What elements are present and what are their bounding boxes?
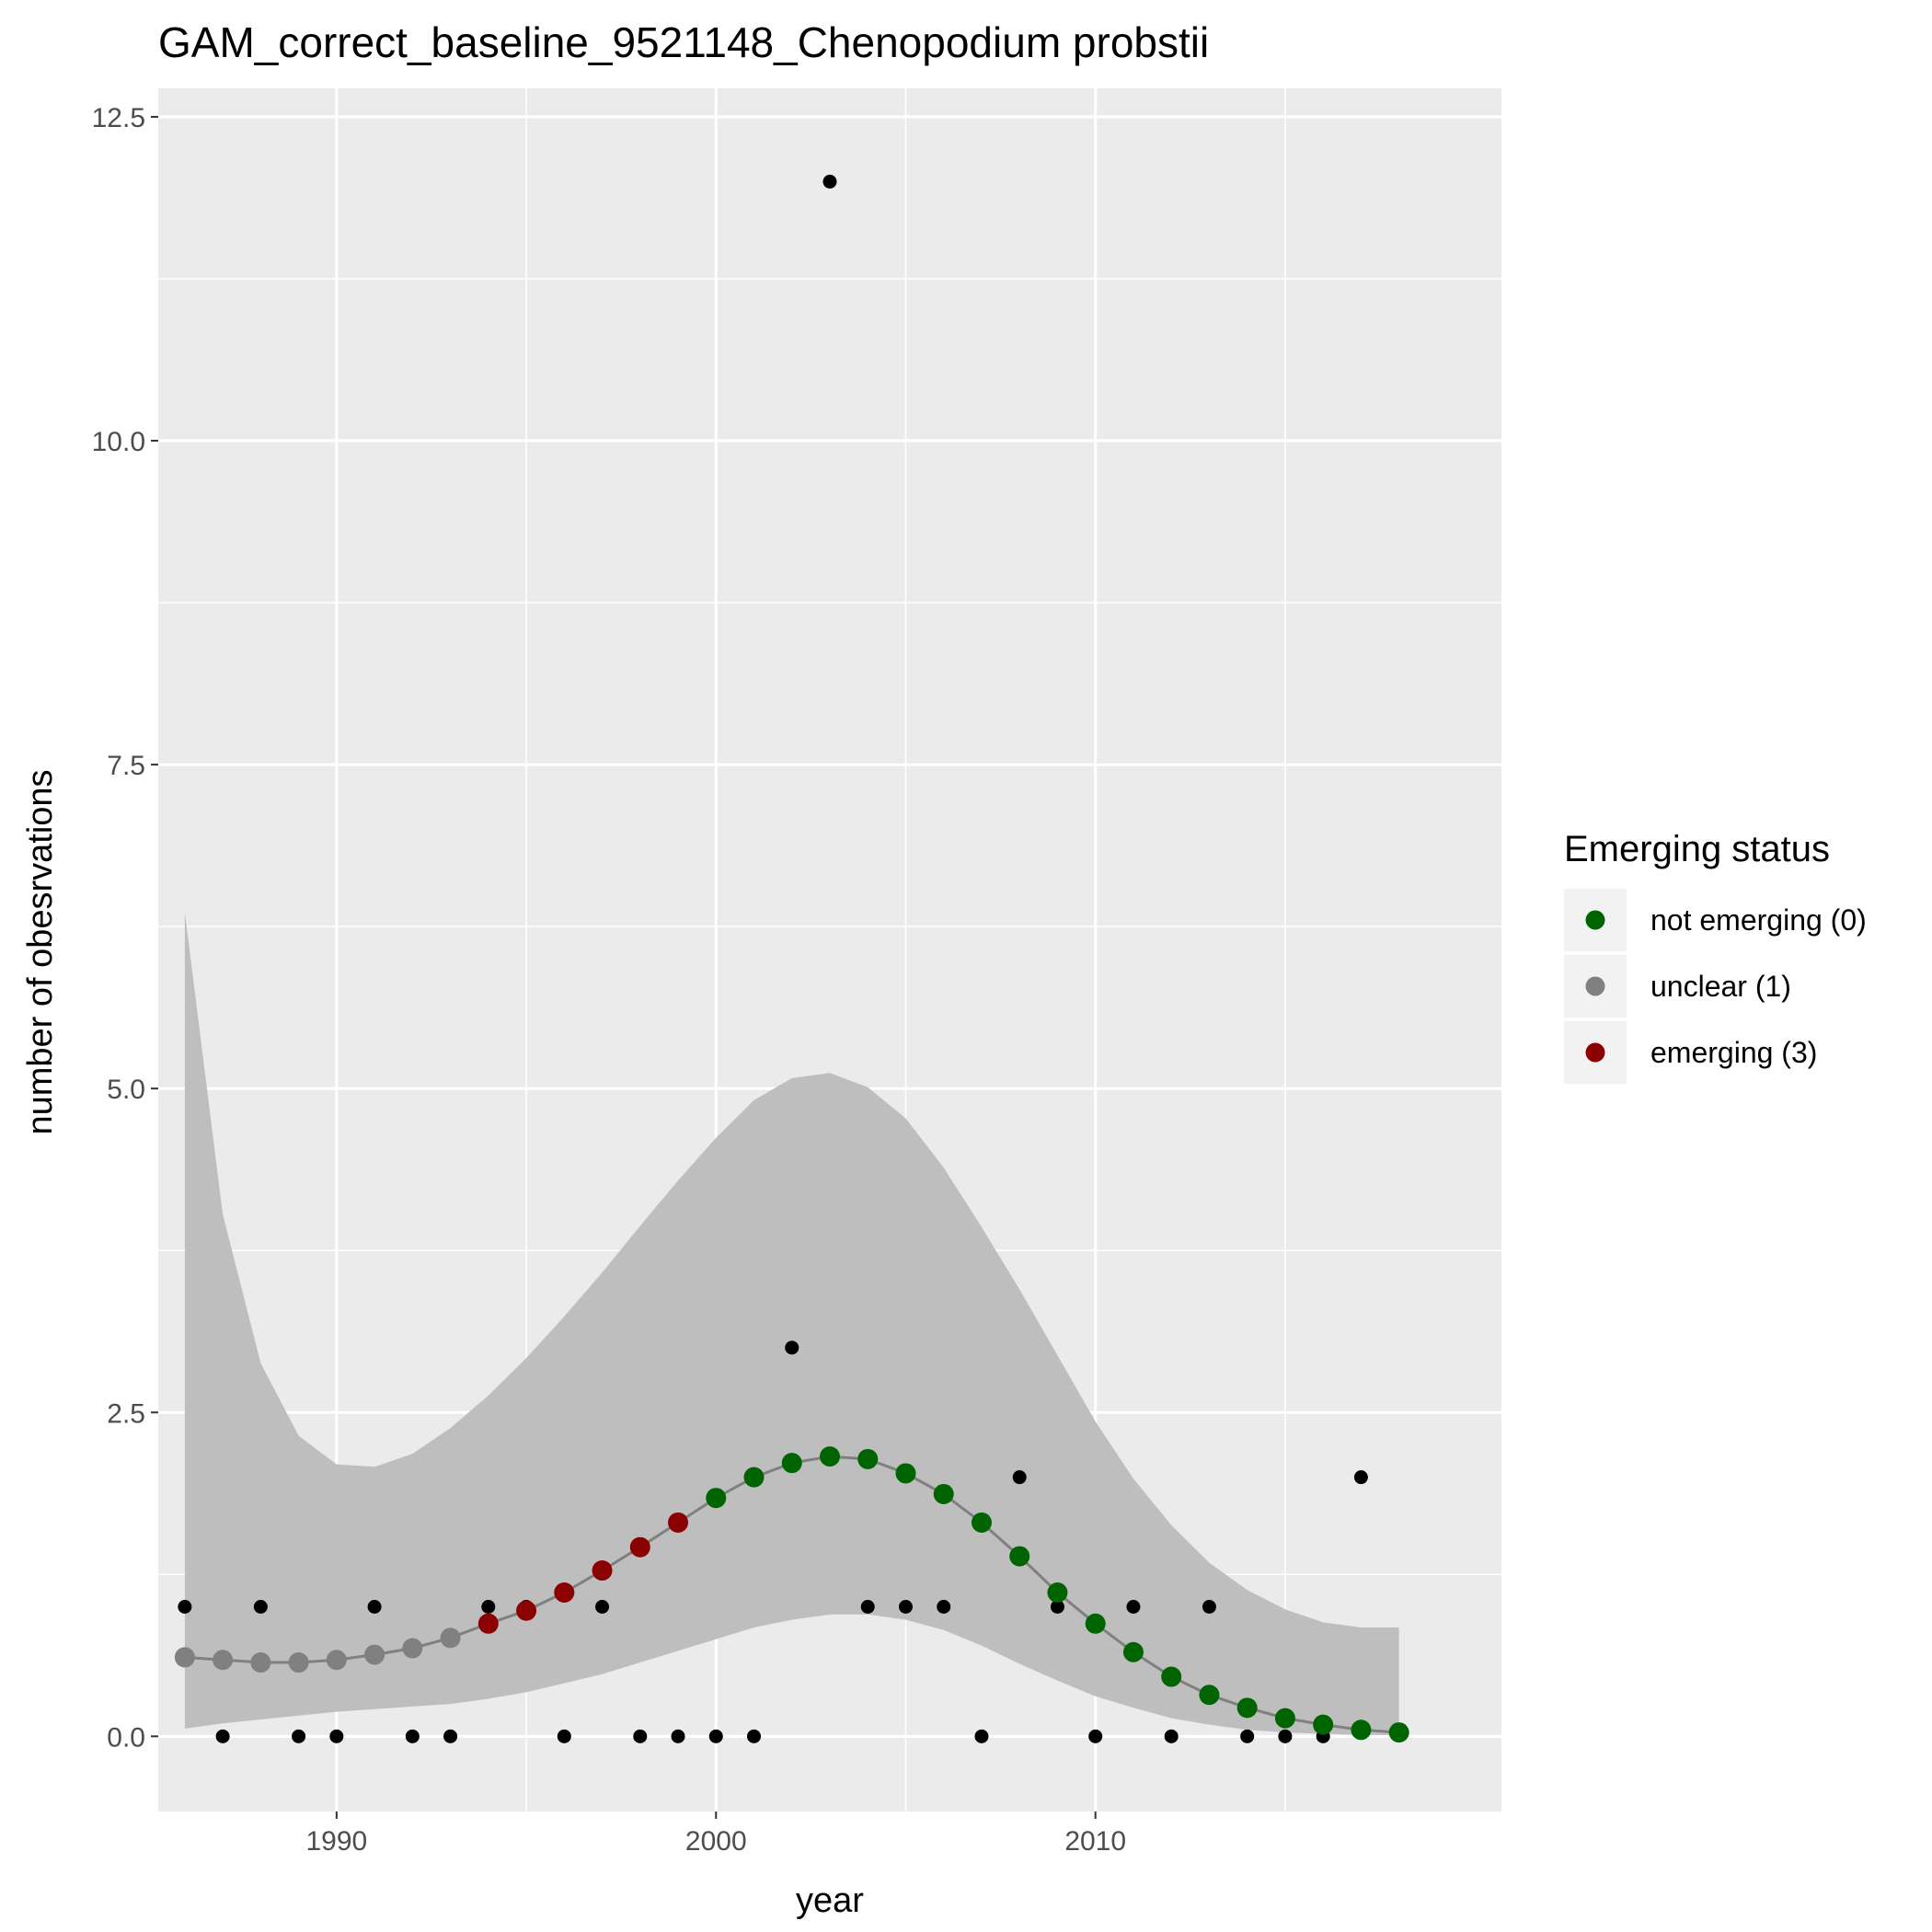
fit-point-not-emerging: [1199, 1685, 1220, 1706]
y-tick-label: 2.5: [107, 1398, 145, 1429]
observed-point: [481, 1599, 496, 1614]
fit-point-not-emerging: [1274, 1708, 1295, 1729]
x-tick-label: 2010: [1064, 1826, 1126, 1857]
fit-point-not-emerging: [933, 1483, 954, 1504]
observed-point: [898, 1599, 913, 1614]
fit-point-emerging: [629, 1536, 650, 1558]
axes-layer: 1990 2000 2010 0.0 2.5 5.0 7.5 10.0 12.5: [92, 103, 1126, 1857]
y-tick-label: 7.5: [107, 751, 145, 781]
legend-label: emerging (3): [1650, 1036, 1817, 1069]
observed-point: [178, 1599, 192, 1614]
observed-point: [1202, 1599, 1216, 1614]
observed-point: [1088, 1729, 1103, 1743]
observed-point: [671, 1729, 685, 1743]
y-tick-label: 10.0: [92, 427, 145, 457]
fit-point-emerging: [477, 1613, 499, 1634]
fit-point-unclear: [213, 1650, 234, 1671]
fit-point-not-emerging: [1122, 1641, 1144, 1662]
legend-swatch: [1585, 1042, 1605, 1063]
legend-title: Emerging status: [1564, 829, 1830, 869]
confidence-ribbon: [184, 912, 1399, 1735]
observed-point: [1164, 1729, 1179, 1743]
observed-point: [785, 1340, 799, 1355]
observed-point: [937, 1599, 951, 1614]
observed-point: [822, 174, 837, 189]
fit-point-not-emerging: [1313, 1714, 1334, 1735]
fit-point-emerging: [592, 1560, 613, 1581]
fit-point-unclear: [250, 1652, 271, 1673]
x-axis-title: year: [796, 1881, 864, 1920]
observed-point: [292, 1729, 306, 1743]
fit-point-not-emerging: [1236, 1697, 1258, 1719]
observed-point: [1012, 1470, 1027, 1485]
observed-point: [1240, 1729, 1255, 1743]
fit-point-unclear: [174, 1647, 195, 1668]
observed-point: [633, 1729, 648, 1743]
y-tick-label: 12.5: [92, 103, 145, 133]
fit-point-not-emerging: [857, 1448, 879, 1469]
observed-point: [747, 1729, 762, 1743]
confidence-ribbon-layer: [184, 912, 1399, 1735]
fit-point-not-emerging: [743, 1466, 765, 1488]
observed-point: [443, 1729, 458, 1743]
fit-point-unclear: [402, 1638, 423, 1659]
observed-point: [1278, 1729, 1293, 1743]
fit-point-unclear: [440, 1627, 461, 1649]
fit-point-not-emerging: [781, 1453, 802, 1474]
fit-point-emerging: [668, 1512, 689, 1533]
observed-point: [974, 1729, 989, 1743]
observed-point: [253, 1599, 268, 1614]
observed-point: [329, 1729, 344, 1743]
fit-point-not-emerging: [1388, 1722, 1409, 1743]
observed-point: [1353, 1470, 1368, 1485]
fit-point-emerging: [554, 1582, 575, 1604]
x-tick-label: 2000: [685, 1826, 747, 1857]
observed-point: [367, 1599, 382, 1614]
fit-point-not-emerging: [1009, 1546, 1030, 1567]
fit-point-not-emerging: [820, 1446, 840, 1467]
fit-point-unclear: [364, 1644, 385, 1665]
observed-point: [860, 1599, 875, 1614]
observed-point: [215, 1729, 230, 1743]
legend-swatch: [1585, 976, 1605, 996]
fit-point-not-emerging: [971, 1512, 992, 1533]
y-axis-title: number of obesrvations: [21, 769, 60, 1134]
fit-point-not-emerging: [1161, 1666, 1182, 1687]
observed-point: [405, 1729, 420, 1743]
fit-point-unclear: [326, 1650, 347, 1671]
fit-point-not-emerging: [1047, 1582, 1068, 1604]
legend-label: unclear (1): [1650, 970, 1791, 1003]
fit-point-unclear: [288, 1652, 309, 1673]
fit-point-not-emerging: [895, 1463, 916, 1484]
legend-label: not emerging (0): [1650, 903, 1867, 937]
legend-swatch: [1585, 910, 1605, 930]
x-tick-label: 1990: [305, 1826, 367, 1857]
fit-point-not-emerging: [1085, 1613, 1106, 1634]
fit-point-emerging: [516, 1600, 537, 1621]
observed-point: [595, 1599, 610, 1614]
legend-entries: not emerging (0) unclear (1) emerging (3): [1564, 889, 1867, 1084]
observed-point: [557, 1729, 571, 1743]
observed-point: [1050, 1599, 1064, 1614]
points-layer: [174, 174, 1409, 1743]
y-tick-label: 0.0: [107, 1722, 145, 1753]
fit-point-not-emerging: [706, 1488, 727, 1509]
legend: Emerging status not emerging (0) unclear …: [1564, 829, 1867, 1084]
fit-point-not-emerging: [1351, 1719, 1372, 1741]
chart-title: GAM_correct_baseline_9521148_Chenopodium…: [158, 18, 1209, 66]
y-tick-label: 5.0: [107, 1075, 145, 1105]
observed-point: [708, 1729, 723, 1743]
observed-point: [1126, 1599, 1141, 1614]
